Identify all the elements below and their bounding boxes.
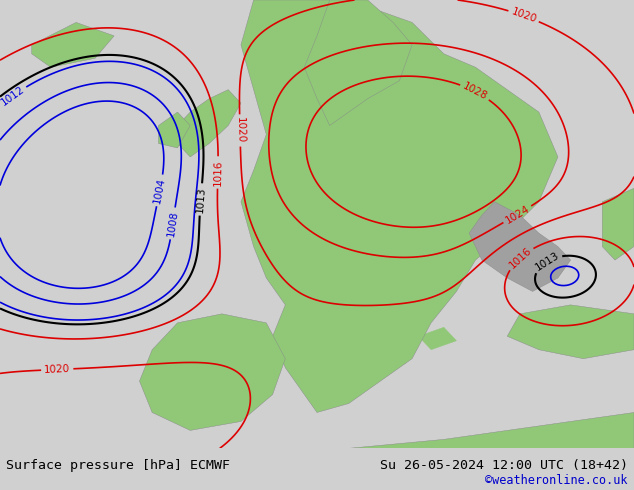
Polygon shape	[330, 341, 368, 363]
Text: 1013: 1013	[195, 186, 207, 213]
Text: 1028: 1028	[461, 81, 489, 102]
Text: 1008: 1008	[166, 210, 179, 237]
Polygon shape	[304, 0, 412, 125]
Polygon shape	[507, 305, 634, 359]
Polygon shape	[139, 314, 285, 430]
Polygon shape	[241, 0, 558, 413]
Text: Su 26-05-2024 12:00 UTC (18+42): Su 26-05-2024 12:00 UTC (18+42)	[380, 459, 628, 471]
Text: 1016: 1016	[212, 159, 223, 186]
Text: 1024: 1024	[503, 203, 531, 225]
Polygon shape	[418, 327, 456, 350]
Polygon shape	[158, 112, 190, 148]
Text: Surface pressure [hPa] ECMWF: Surface pressure [hPa] ECMWF	[6, 459, 230, 471]
Polygon shape	[32, 23, 114, 67]
Polygon shape	[178, 90, 241, 157]
Text: 1016: 1016	[507, 245, 533, 270]
Polygon shape	[602, 188, 634, 260]
Polygon shape	[469, 202, 571, 292]
Text: 1004: 1004	[152, 176, 167, 204]
Text: ©weatheronline.co.uk: ©weatheronline.co.uk	[485, 474, 628, 487]
Text: 1012: 1012	[0, 84, 27, 108]
Text: 1020: 1020	[510, 7, 538, 25]
Text: 1020: 1020	[44, 364, 70, 375]
Polygon shape	[368, 350, 406, 372]
Text: 1013: 1013	[533, 250, 561, 273]
Polygon shape	[0, 413, 634, 448]
Text: 1020: 1020	[235, 117, 245, 144]
